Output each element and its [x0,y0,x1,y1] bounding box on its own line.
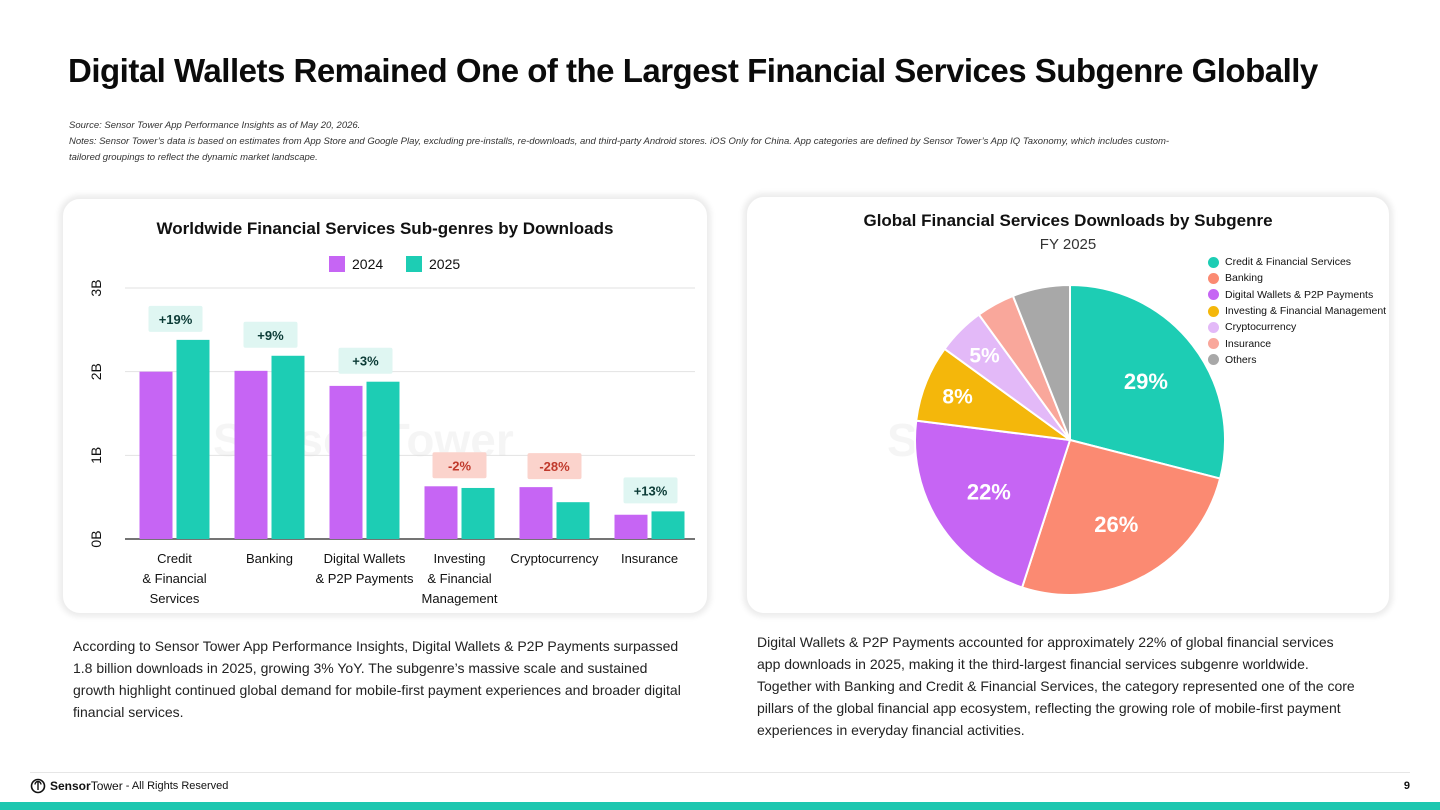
growth-badge [243,321,298,348]
category-label: Banking [246,551,293,566]
page-number: 9 [1403,780,1410,792]
pie-legend-label: Investing & Financial Management [1225,305,1387,318]
pie-legend-item: Others [1208,352,1386,368]
page-title: Digital Wallets Remained One of the Larg… [68,52,1318,89]
footer-rights: - All Rights Reserved [125,780,229,792]
growth-badge [527,453,582,480]
pie-legend-label: Credit & Financial Services [1225,256,1352,269]
legend-dot-icon [1208,321,1219,333]
bar-2024 [424,486,458,539]
bar-2025 [271,355,305,539]
pie-legend-item: Cryptocurrency [1208,319,1386,335]
pie-legend-item: Banking [1208,270,1386,286]
y-tick-label: 1B [88,447,104,464]
growth-badge [338,347,393,374]
category-label: Management [422,591,498,606]
growth-label: -28% [539,459,570,474]
growth-label: -2% [448,458,472,473]
category-label: Credit [157,551,192,566]
legend-dot-icon [1208,338,1219,350]
pie-legend-label: Banking [1225,272,1263,285]
bar-chart-title: Worldwide Financial Services Sub-genres … [156,219,614,238]
y-tick-label: 2B [88,363,104,380]
notes-line-2: tailored groupings to reflect the dynami… [69,152,318,163]
accent-bar [0,802,1440,810]
pie-legend-item: Credit & Financial Services [1208,254,1386,270]
category-label: Investing [433,551,485,566]
growth-badge [623,477,678,504]
footer-brand: SensorTower [50,779,123,793]
pie-legend-label: Cryptocurrency [1225,321,1297,334]
category-label: Insurance [621,551,678,566]
growth-label: +9% [257,328,284,343]
pie-legend: Credit & Financial Services Banking Digita… [1208,254,1386,368]
pie-legend-item: Investing & Financial Management [1208,303,1386,319]
legend-dot-icon [1208,272,1219,284]
legend-swatch-2025 [406,256,422,272]
legend-dot-icon [1208,305,1219,317]
growth-badge [432,452,487,479]
footer-divider [30,772,1410,773]
legend-dot-icon [1208,354,1219,366]
bar-2024 [139,371,173,539]
notes-line-1: Notes: Sensor Tower’s data is based on e… [69,136,1170,147]
pie-legend-item: Digital Wallets & P2P Payments [1208,287,1386,303]
pie-legend-label: Insurance [1225,337,1272,350]
source-notes: Source: Sensor Tower App Performance Ins… [69,118,1319,166]
category-label: & Financial [427,571,491,586]
pie-legend-label: Digital Wallets & P2P Payments [1225,288,1374,301]
category-label: & Financial [142,571,206,586]
pie-chart-subtitle: FY 2025 [1039,236,1097,253]
category-label: Cryptocurrency [510,551,599,566]
source-line: Source: Sensor Tower App Performance Ins… [69,120,361,131]
y-tick-label: 0B [88,530,104,547]
sensor-tower-logo-icon [30,778,46,794]
bar-2025 [366,381,400,539]
bar-2025 [651,511,685,539]
category-label: Digital Wallets [324,551,406,566]
legend-label-2024: 2024 [352,256,383,272]
y-tick-label: 3B [88,279,104,296]
bar-2024 [234,370,268,539]
growth-label: +13% [634,483,668,498]
legend-label-2025: 2025 [429,256,460,272]
growth-label: +3% [352,354,379,369]
pie-legend-item: Insurance [1208,335,1386,351]
pie-legend-label: Others [1225,353,1257,366]
bar-2024 [519,487,553,539]
bar-chart: 2024 2025 0B 1B 2B 3B +19% Credit & Financial Ser… [88,256,695,606]
footer-logo: SensorTower - All Rights Reserved [30,778,228,794]
right-description: Digital Wallets & P2P Payments accounted… [757,634,1355,738]
legend-dot-icon [1208,256,1219,268]
bar-chart-card: Sensor Tower Worldwide Financial Service… [62,198,708,614]
watermark-right: Sensor Tower [887,413,1188,467]
bar-2025 [556,502,590,539]
category-label: & P2P Payments [315,571,414,586]
legend-dot-icon [1208,289,1219,301]
legend-swatch-2024 [329,256,345,272]
bar-2024 [614,514,648,539]
bar-2025 [461,487,495,539]
pie-chart-title: Global Financial Services Downloads by S… [863,211,1273,230]
growth-label: +19% [159,312,193,327]
left-description: According to Sensor Tower App Performanc… [73,638,681,720]
bar-2024 [329,385,363,539]
growth-badge [148,305,203,332]
bar-2025 [176,339,210,539]
category-label: Services [150,591,200,606]
